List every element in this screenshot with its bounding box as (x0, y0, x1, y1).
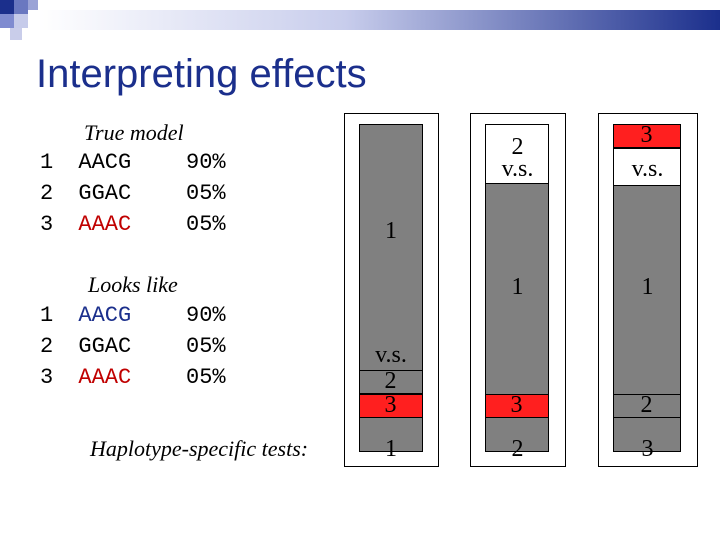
row-percent: 05% (186, 334, 226, 359)
looks-like-row: 2 GGAC (40, 334, 131, 359)
looks-like-heading: Looks like (88, 272, 178, 297)
row-index: 3 (40, 365, 54, 390)
column-1-top-label: 1 (385, 218, 397, 244)
row-sequence: AAAC (78, 365, 132, 390)
column-2-group-label: 3 (510, 392, 523, 418)
page-title: Interpreting effects (36, 52, 367, 96)
column-2-mid-label: 1 (511, 274, 524, 300)
true-model-heading: True model (84, 120, 184, 145)
column-1-vs-label: v.s. (375, 342, 407, 368)
test-column-3: 3 v.s. 1 2 3 (598, 113, 698, 467)
column-3-group: 2 (613, 392, 681, 418)
row-percent: 90% (186, 150, 226, 175)
test-column-2: 2 v.s. 1 3 2 (470, 113, 566, 467)
row-index: 2 (40, 181, 54, 206)
true-model-row: 2 GGAC (40, 181, 131, 206)
column-3-top-label: 3 (640, 122, 653, 148)
row-percent: 05% (186, 181, 226, 206)
column-1-test-number: 1 (385, 436, 397, 462)
row-sequence: AAAC (78, 212, 132, 237)
column-2-test-number: 2 (511, 436, 524, 462)
column-3-group-label: 2 (640, 392, 653, 418)
true-model-row: 3 AAAC (40, 212, 131, 237)
column-2-vs-label: v.s. (501, 156, 534, 182)
column-1-group-b: 3 (359, 392, 423, 418)
column-3-mid-label: 1 (641, 274, 654, 300)
row-index: 3 (40, 212, 54, 237)
test-column-1: 1 v.s. 2 3 1 (344, 113, 439, 467)
column-2-top-box (485, 124, 549, 184)
row-index: 1 (40, 150, 54, 175)
looks-like-row: 1 AACG (40, 303, 131, 328)
header-gradient-bar (38, 10, 720, 30)
column-1-group-a-label: 2 (384, 368, 397, 394)
column-3-top-box (613, 148, 681, 186)
column-3-top-group: 3 (613, 122, 681, 148)
row-percent: 05% (186, 212, 226, 237)
looks-like-row: 3 AAAC (40, 365, 131, 390)
true-model-row: 1 AACG (40, 150, 131, 175)
row-percent: 05% (186, 365, 226, 390)
row-sequence: GGAC (78, 181, 132, 206)
row-sequence: AACG (78, 303, 132, 328)
column-2-top-label: 2 (511, 134, 524, 160)
column-1-group-a: 2 (359, 368, 423, 394)
row-index: 1 (40, 303, 54, 328)
column-3-test-number: 3 (641, 436, 654, 462)
row-sequence: AACG (78, 150, 132, 175)
column-1-group-b-label: 3 (384, 392, 397, 418)
column-3-vs-label: v.s. (631, 156, 664, 182)
column-2-group: 3 (485, 392, 549, 418)
tests-label: Haplotype-specific tests: (90, 436, 309, 461)
row-percent: 90% (186, 303, 226, 328)
row-index: 2 (40, 334, 54, 359)
row-sequence: GGAC (78, 334, 132, 359)
